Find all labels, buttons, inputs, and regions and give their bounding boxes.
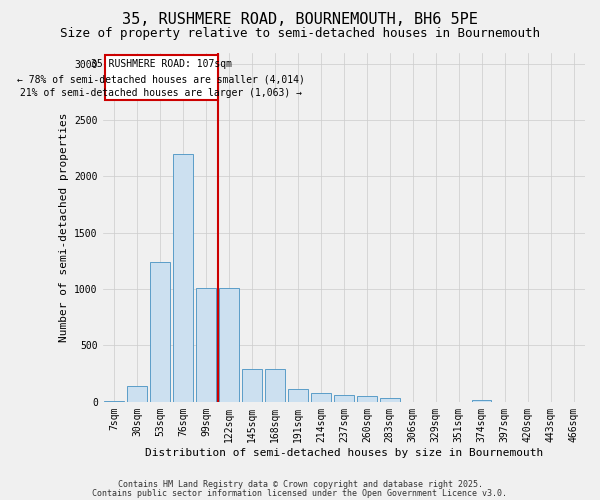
Bar	[380, 398, 400, 402]
Bar	[334, 394, 353, 402]
Text: 35, RUSHMERE ROAD, BOURNEMOUTH, BH6 5PE: 35, RUSHMERE ROAD, BOURNEMOUTH, BH6 5PE	[122, 12, 478, 28]
Bar	[151, 262, 170, 402]
Bar	[219, 288, 239, 402]
Bar	[127, 386, 147, 402]
Bar	[173, 154, 193, 402]
Bar	[242, 369, 262, 402]
X-axis label: Distribution of semi-detached houses by size in Bournemouth: Distribution of semi-detached houses by …	[145, 448, 543, 458]
Text: Contains HM Land Registry data © Crown copyright and database right 2025.: Contains HM Land Registry data © Crown c…	[118, 480, 482, 489]
Bar	[288, 390, 308, 402]
Text: ← 78% of semi-detached houses are smaller (4,014): ← 78% of semi-detached houses are smalle…	[17, 74, 305, 84]
Text: 35 RUSHMERE ROAD: 107sqm: 35 RUSHMERE ROAD: 107sqm	[91, 59, 232, 69]
Bar	[196, 288, 216, 402]
Bar	[311, 394, 331, 402]
Bar	[357, 396, 377, 402]
Bar	[104, 400, 124, 402]
Text: Contains public sector information licensed under the Open Government Licence v3: Contains public sector information licen…	[92, 489, 508, 498]
Bar	[472, 400, 491, 402]
FancyBboxPatch shape	[104, 55, 218, 100]
Text: 21% of semi-detached houses are larger (1,063) →: 21% of semi-detached houses are larger (…	[20, 88, 302, 99]
Bar	[265, 368, 285, 402]
Y-axis label: Number of semi-detached properties: Number of semi-detached properties	[59, 112, 69, 342]
Text: Size of property relative to semi-detached houses in Bournemouth: Size of property relative to semi-detach…	[60, 28, 540, 40]
